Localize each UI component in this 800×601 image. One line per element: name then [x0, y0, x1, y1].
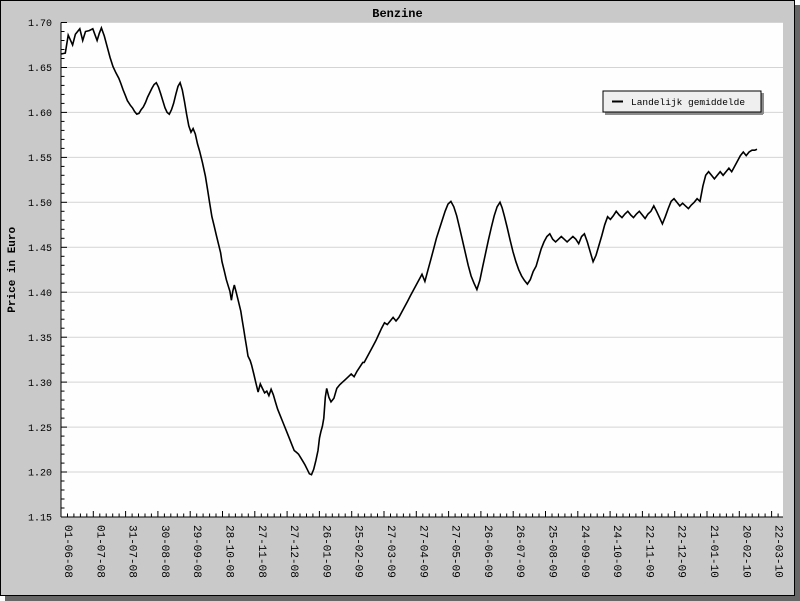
svg-text:27-05-09: 27-05-09 [449, 525, 461, 578]
svg-text:01-06-08: 01-06-08 [61, 525, 73, 578]
svg-text:24-09-09: 24-09-09 [578, 525, 590, 578]
svg-text:Landelijk gemiddelde: Landelijk gemiddelde [631, 97, 745, 108]
svg-text:25-02-09: 25-02-09 [352, 525, 364, 578]
svg-text:1.25: 1.25 [28, 424, 52, 435]
svg-text:01-07-08: 01-07-08 [93, 525, 105, 578]
svg-text:1.55: 1.55 [28, 154, 52, 165]
svg-text:1.60: 1.60 [28, 109, 52, 120]
svg-text:22-03-10: 22-03-10 [772, 525, 784, 578]
svg-text:26-01-09: 26-01-09 [319, 525, 331, 578]
svg-text:1.35: 1.35 [28, 334, 52, 345]
svg-text:Price in Euro: Price in Euro [7, 227, 19, 313]
svg-text:24-10-09: 24-10-09 [610, 525, 622, 578]
svg-text:31-07-08: 31-07-08 [126, 525, 138, 578]
svg-text:22-11-09: 22-11-09 [642, 525, 654, 578]
svg-text:1.20: 1.20 [28, 469, 52, 480]
svg-text:30-08-08: 30-08-08 [158, 525, 170, 578]
svg-text:27-11-08: 27-11-08 [255, 525, 267, 578]
svg-text:27-03-09: 27-03-09 [384, 525, 396, 578]
svg-text:1.70: 1.70 [28, 19, 52, 30]
svg-text:1.30: 1.30 [28, 379, 52, 390]
svg-text:27-04-09: 27-04-09 [416, 525, 428, 578]
svg-text:1.15: 1.15 [28, 514, 52, 525]
svg-text:27-12-08: 27-12-08 [287, 525, 299, 578]
svg-text:1.50: 1.50 [28, 199, 52, 210]
svg-text:29-09-08: 29-09-08 [190, 525, 202, 578]
svg-text:28-10-08: 28-10-08 [223, 525, 235, 578]
svg-text:20-02-10: 20-02-10 [739, 525, 751, 578]
svg-text:26-06-09: 26-06-09 [481, 525, 493, 578]
svg-text:1.65: 1.65 [28, 64, 52, 75]
svg-text:1.45: 1.45 [28, 244, 52, 255]
svg-text:22-12-09: 22-12-09 [675, 525, 687, 578]
svg-text:25-08-09: 25-08-09 [546, 525, 558, 578]
svg-text:1.40: 1.40 [28, 289, 52, 300]
svg-text:26-07-09: 26-07-09 [513, 525, 525, 578]
svg-text:21-01-10: 21-01-10 [707, 525, 719, 578]
